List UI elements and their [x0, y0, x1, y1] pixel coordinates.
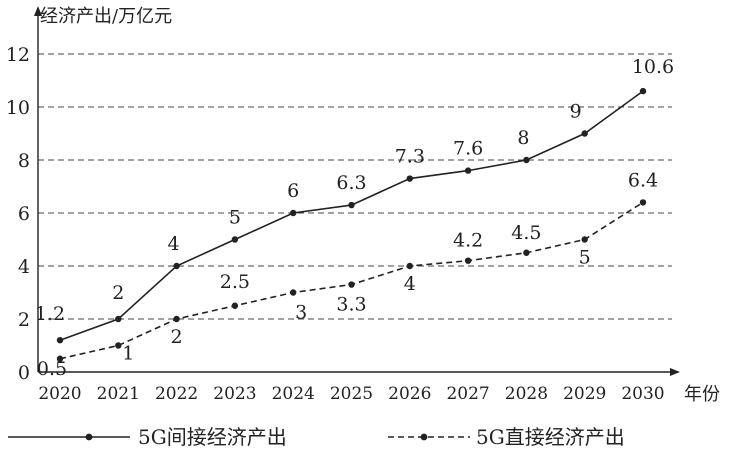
data-label: 3.3 [336, 294, 366, 316]
x-tick-label: 2026 [388, 384, 431, 404]
data-point [231, 236, 239, 243]
legend-label-1: 5G直接经济产出 [476, 425, 625, 449]
data-label: 10.6 [632, 56, 674, 78]
x-axis-label: 年份 [684, 384, 720, 405]
data-point [173, 262, 180, 270]
x-tick-label: 2027 [446, 384, 489, 404]
data-label: 4 [168, 233, 180, 255]
data-point [639, 199, 647, 206]
x-tick-label: 2020 [38, 384, 81, 404]
data-label: 9 [570, 101, 582, 123]
legend: 5G间接经济产出 5G直接经济产出 [8, 425, 625, 449]
x-tick-label: 2023 [213, 384, 256, 404]
x-tick-labels: 2020 2021 2022 2023 2024 2025 2026 2027 2028 2029… [38, 384, 664, 404]
x-tick-label: 2022 [155, 384, 198, 404]
data-label: 2 [171, 326, 183, 348]
data-point [348, 281, 355, 288]
x-tick-label: 2021 [97, 384, 140, 404]
data-label: 0.5 [37, 358, 67, 380]
data-label: 2.5 [220, 271, 250, 293]
x-tick-label: 2030 [621, 384, 664, 404]
legend-marker-0 [85, 433, 93, 441]
axes [34, 6, 680, 376]
y-tick-label: 4 [18, 256, 30, 278]
data-label: 3 [295, 302, 307, 324]
y-tick-label: 10 [6, 97, 30, 119]
data-point [406, 175, 413, 182]
data-label: 7.3 [395, 146, 425, 168]
grid-lines [38, 53, 672, 320]
data-point [290, 289, 297, 296]
data-label: 6.3 [336, 172, 366, 194]
legend-label-0: 5G间接经济产出 [138, 425, 287, 449]
y-tick-label: 2 [18, 309, 30, 331]
data-point [231, 302, 239, 309]
x-tick-label: 2024 [272, 384, 315, 404]
data-point [348, 201, 355, 209]
data-point [56, 355, 64, 362]
data-point [115, 342, 122, 349]
data-label: 6.4 [628, 169, 658, 191]
y-tick-label: 12 [6, 44, 30, 66]
y-tick-label: 8 [18, 150, 30, 172]
y-tick-labels: 0 2 4 6 8 10 12 [6, 44, 30, 384]
y-axis-arrow [34, 6, 42, 16]
x-tick-label: 2025 [330, 384, 373, 404]
data-label: 4.2 [453, 230, 483, 252]
data-label: 6 [287, 180, 299, 202]
data-point [406, 262, 413, 270]
x-tick-label: 2029 [563, 384, 606, 404]
data-label: 1 [122, 343, 134, 365]
data-label: 1.2 [35, 303, 65, 325]
data-label: 7.6 [453, 138, 483, 160]
data-point [115, 315, 122, 323]
data-point [56, 337, 64, 344]
data-point [581, 236, 588, 243]
data-label: 5 [229, 207, 241, 229]
y-axis-label: 经济产出/万亿元 [40, 6, 172, 27]
data-label: 8 [517, 127, 529, 149]
legend-marker-1 [420, 433, 428, 441]
data-point [290, 209, 297, 217]
data-label: 4 [404, 273, 416, 295]
data-label: 4.5 [511, 222, 541, 244]
data-point [464, 167, 472, 174]
y-tick-label: 6 [18, 203, 30, 225]
y-tick-label: 0 [18, 362, 30, 384]
data-point [639, 87, 647, 95]
data-label: 5 [579, 247, 591, 269]
data-point [523, 156, 530, 164]
data-label: 2 [112, 282, 124, 304]
data-point [173, 315, 180, 323]
data-point [464, 257, 472, 264]
series-line-1 [59, 201, 644, 360]
data-point [581, 130, 588, 137]
x-tick-label: 2028 [505, 384, 548, 404]
data-point [523, 249, 530, 256]
x-axis-arrow [670, 368, 680, 376]
series-group: 1.2 2 4 5 6 6.3 7.3 7.6 8 9 10.6 0.5 1 2 2.5 3 3.3 4 4.2 4.… [35, 56, 674, 380]
